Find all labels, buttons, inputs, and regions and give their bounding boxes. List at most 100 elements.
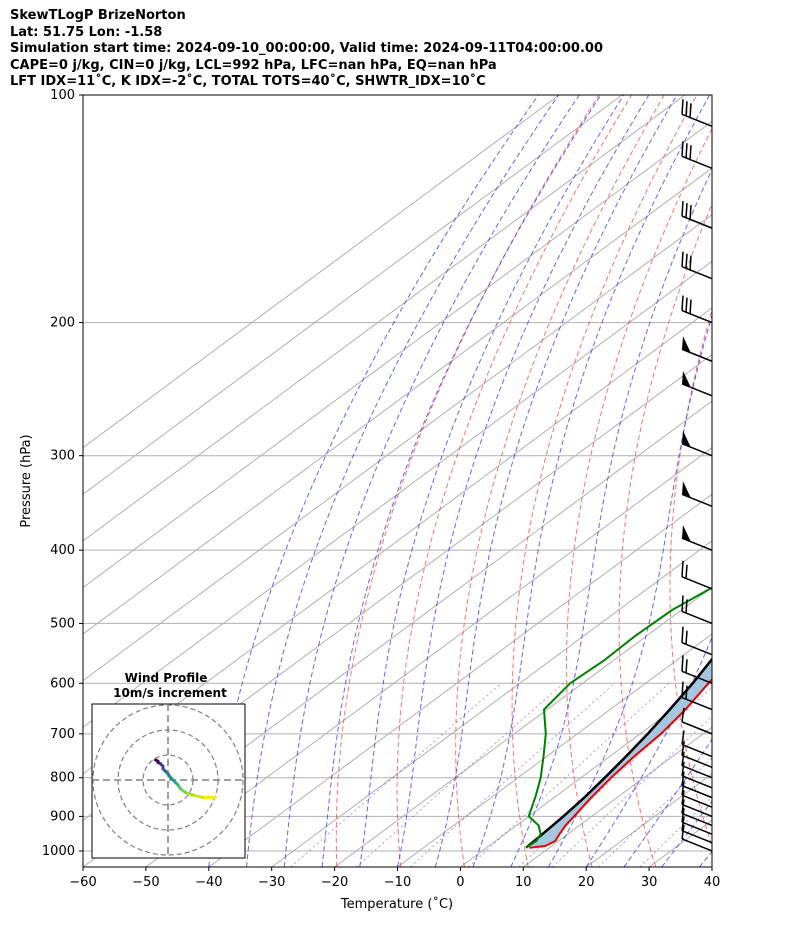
wind-barb [681, 336, 713, 362]
isotherm-line [83, 167, 712, 635]
dry-adiabat [618, 202, 712, 867]
indices-line-2: LFT IDX=11˚C, K IDX=-2˚C, TOTAL TOTS=40˚… [10, 74, 486, 89]
wind-barb [681, 771, 713, 799]
isotherm-line [397, 633, 712, 867]
indices-line-1: CAPE=0 j/kg, CIN=0 j/kg, LCL=992 hPa, LF… [10, 57, 497, 73]
wind-barb [681, 761, 713, 789]
moist-adiabat [510, 168, 712, 867]
wind-barb [681, 141, 713, 169]
plot-area [82, 94, 794, 868]
y-tick-label: 400 [50, 543, 75, 558]
isotherm-line [83, 260, 712, 728]
hodograph-segment [191, 793, 205, 799]
isotherm-line [334, 586, 712, 867]
wind-barb [681, 430, 713, 457]
moist-adiabat [321, 95, 602, 867]
isotherm-line [83, 120, 712, 589]
dry-adiabat [396, 95, 633, 867]
mixing-ratio-line [410, 682, 615, 867]
wind-barb [681, 295, 713, 324]
wind-barb [681, 730, 713, 758]
temperature-line [529, 677, 712, 849]
wind-barb [681, 251, 713, 280]
moist-adiabat [283, 95, 580, 867]
hodograph-subtitle: 10m/s increment [113, 686, 227, 700]
y-tick-label: 200 [50, 316, 75, 331]
x-tick-label: 20 [578, 875, 595, 890]
moist-adiabat [246, 95, 560, 867]
moist-adiabat [434, 95, 678, 867]
wind-barb [681, 525, 713, 551]
parcel-profile-line [525, 657, 712, 849]
x-tick-label: −10 [384, 875, 411, 890]
mixing-ratio-line [639, 795, 712, 867]
wind-barb [681, 790, 713, 818]
time-label: Simulation start time: 2024-09-10_00:00:… [10, 41, 603, 56]
isotherm-line [271, 540, 712, 867]
isotherm-line [83, 95, 686, 542]
y-tick-label: 600 [50, 676, 75, 691]
mixing-ratio-line [551, 715, 712, 867]
dry-adiabat [719, 95, 794, 867]
wind-barb [681, 481, 713, 508]
mixing-ratio-line [290, 682, 502, 867]
x-tick-label: −50 [132, 875, 159, 890]
dry-adiabat [669, 308, 712, 848]
location-label: Lat: 51.75 Lon: -1.58 [10, 24, 163, 40]
moist-adiabat [208, 95, 539, 867]
wind-barb [681, 370, 713, 397]
y-tick-label: 700 [50, 727, 75, 742]
isotherm-line [523, 726, 712, 867]
moist-adiabat [737, 95, 794, 867]
dry-adiabat [335, 95, 600, 867]
moist-adiabat [359, 95, 625, 867]
isotherm-line [460, 680, 712, 867]
dry-adiabat [455, 95, 665, 867]
y-tick-label: 100 [50, 88, 75, 103]
x-tick-label: −20 [321, 875, 348, 890]
mixing-ratio-line [355, 682, 564, 867]
wind-barb [681, 741, 713, 768]
wind-barb [681, 201, 713, 229]
dry-adiabat [566, 127, 712, 867]
wind-barb [681, 560, 713, 590]
hodograph-title: Wind Profile [125, 671, 208, 685]
wind-barb [681, 99, 713, 127]
wind-barb [681, 707, 713, 735]
moist-adiabat [397, 95, 650, 867]
mixing-ratio-line [468, 682, 670, 867]
moist-adiabat [548, 313, 712, 867]
wind-barb [681, 655, 713, 684]
x-tick-label: 40 [704, 875, 721, 890]
moist-adiabat [623, 738, 712, 867]
isotherm-line [83, 400, 712, 867]
y-tick-label: 500 [50, 616, 75, 631]
wind-barb [681, 781, 713, 808]
x-tick-label: −60 [69, 875, 96, 890]
isotherm-line [83, 95, 560, 449]
wind-barb [681, 626, 713, 656]
y-tick-label: 300 [50, 449, 75, 464]
x-tick-label: 10 [515, 875, 532, 890]
wind-barb [681, 824, 713, 852]
wind-barb [681, 808, 713, 835]
moist-adiabat [661, 800, 712, 867]
isotherm-line [208, 493, 712, 867]
isotherm-line [648, 819, 712, 867]
y-tick-label: 900 [50, 809, 75, 824]
chart-header: SkewTLogP BrizeNorton Lat: 51.75 Lon: -1… [10, 8, 603, 91]
x-tick-label: 0 [456, 875, 464, 890]
moist-adiabat [699, 850, 712, 867]
isotherm-line [711, 866, 712, 867]
wind-barb [681, 595, 713, 625]
y-tick-label: 1000 [42, 844, 75, 859]
isotherm-line [83, 95, 623, 495]
dry-adiabat [511, 95, 698, 867]
wind-barb [681, 816, 713, 844]
x-tick-label: 30 [641, 875, 658, 890]
wind-barb [681, 681, 713, 711]
hodograph-segment [154, 758, 160, 763]
wind-barb [681, 799, 713, 827]
hodograph-inset: Wind Profile 10m/s increment [91, 671, 246, 859]
